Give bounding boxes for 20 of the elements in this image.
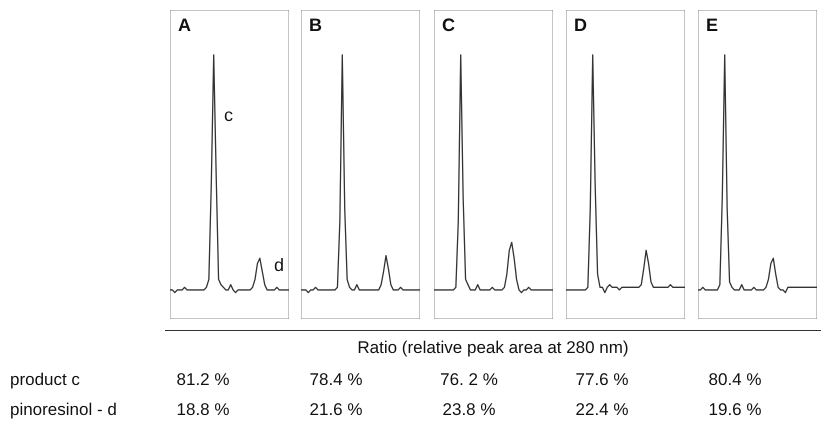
text: 78.4 % <box>308 370 364 390</box>
text: Ratio (relative peak area at 280 nm) <box>356 338 630 358</box>
annotation: c <box>224 105 233 125</box>
chart-title: D <box>574 15 587 35</box>
annotation: d <box>274 255 284 275</box>
text: 21.6 % <box>308 400 364 420</box>
text: 81.2 % <box>176 370 230 390</box>
chart-title: A <box>178 15 191 35</box>
chart-title: E <box>706 15 718 35</box>
text: pinoresinol - d <box>10 400 117 420</box>
text: 80.4 % <box>708 370 762 390</box>
text: 18.8 % <box>176 400 230 420</box>
text: product c <box>10 370 80 390</box>
text: 22.4 % <box>574 400 630 420</box>
text: 77.6 % <box>574 370 630 390</box>
chart-title: B <box>309 15 322 35</box>
text: 76. 2 % <box>439 370 499 390</box>
text: 23.8 % <box>442 400 496 420</box>
text: 19.6 % <box>708 400 762 420</box>
chart-title: C <box>442 15 455 35</box>
